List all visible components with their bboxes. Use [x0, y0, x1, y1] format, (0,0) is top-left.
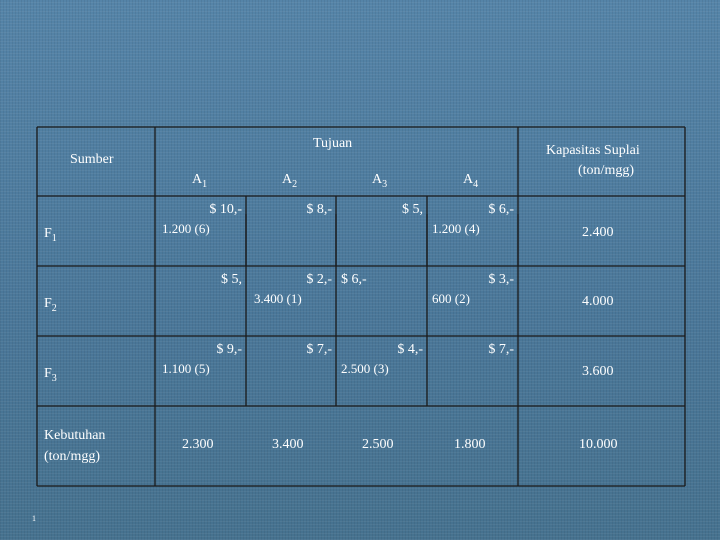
- capacity-f1: 2.400: [582, 225, 614, 240]
- source-f2: F2: [44, 296, 57, 314]
- demand-a1: 2.300: [182, 437, 214, 452]
- destination-a1: A1: [192, 172, 208, 190]
- demand-label-line1: Kebutuhan: [44, 428, 106, 443]
- destination-a2: A2: [282, 172, 298, 190]
- destination-header: Tujuan: [313, 136, 353, 151]
- capacity-header-line2: (ton/mgg): [578, 163, 634, 178]
- demand-total: 10.000: [579, 437, 618, 452]
- capacity-f2: 4.000: [582, 294, 614, 309]
- cost-f2-a4: $ 3,-: [488, 272, 514, 287]
- cost-f1-a4: $ 6,-: [488, 202, 514, 217]
- allocation-f3-a3: 2.500 (3): [341, 361, 389, 376]
- cost-f1-a2: $ 8,-: [306, 202, 332, 217]
- allocation-f1-a4: 1.200 (4): [432, 221, 480, 236]
- demand-label-line2: (ton/mgg): [44, 449, 100, 464]
- cost-f2-a2: $ 2,-: [306, 272, 332, 287]
- source-f1: F1: [44, 226, 57, 244]
- source-header: Sumber: [70, 152, 114, 167]
- source-f3: F3: [44, 366, 57, 384]
- demand-a2: 3.400: [272, 437, 304, 452]
- cost-f2-a1: $ 5,: [221, 272, 242, 287]
- cost-f3-a1: $ 9,-: [216, 342, 242, 357]
- destination-a3: A3: [372, 172, 388, 190]
- cost-f1-a1: $ 10,-: [209, 202, 242, 217]
- allocation-f2-a2: 3.400 (1): [254, 291, 302, 306]
- demand-a3: 2.500: [362, 437, 394, 452]
- cost-f2-a3: $ 6,-: [341, 272, 367, 287]
- capacity-f3: 3.600: [582, 364, 614, 379]
- capacity-header-line1: Kapasitas Suplai: [546, 143, 640, 158]
- allocation-f1-a1: 1.200 (6): [162, 221, 210, 236]
- cost-f3-a2: $ 7,-: [306, 342, 332, 357]
- cost-f3-a3: $ 4,-: [397, 342, 423, 357]
- allocation-f3-a1: 1.100 (5): [162, 361, 210, 376]
- cost-f1-a3: $ 5,: [402, 202, 423, 217]
- destination-a4: A4: [463, 172, 479, 190]
- demand-a4: 1.800: [454, 437, 486, 452]
- cost-f3-a4: $ 7,-: [488, 342, 514, 357]
- slide-number: 1: [32, 514, 36, 523]
- allocation-f2-a4: 600 (2): [432, 291, 470, 306]
